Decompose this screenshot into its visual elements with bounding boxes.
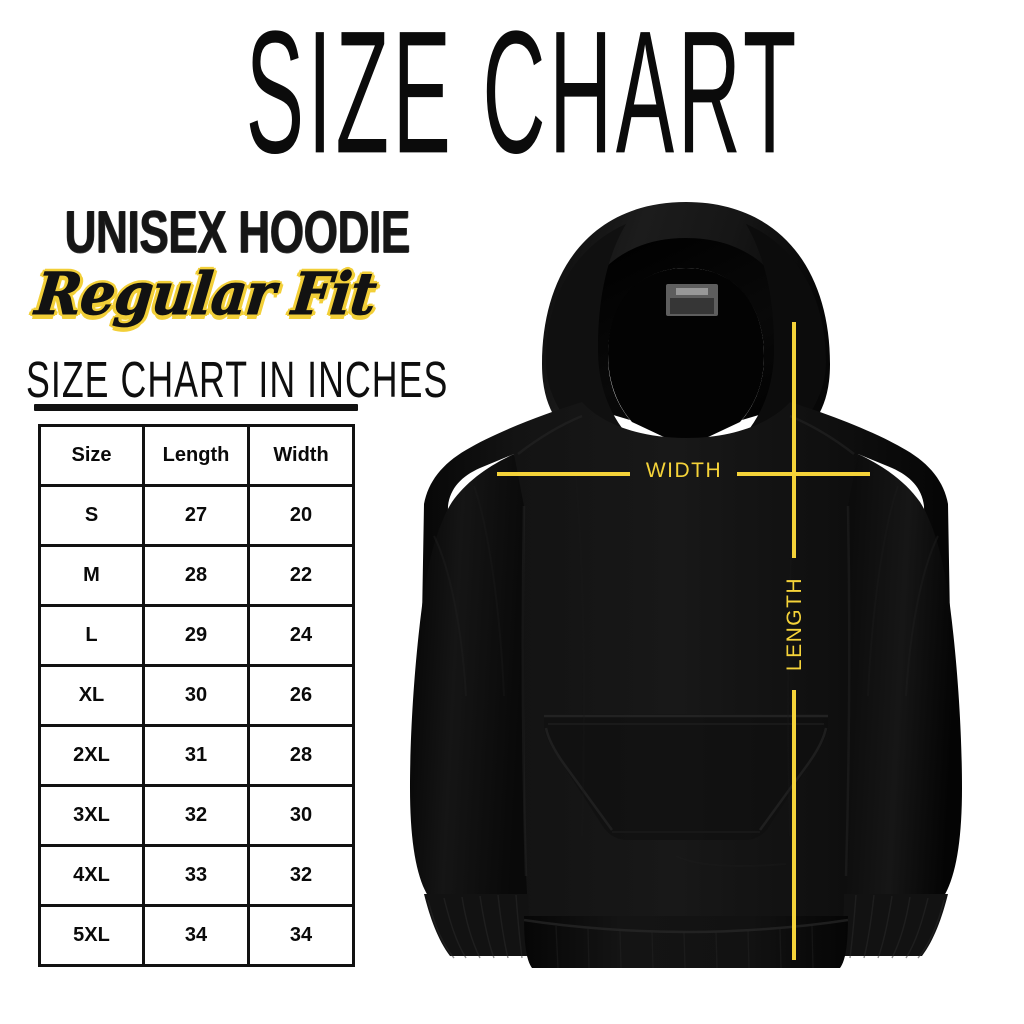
cell-size: S: [38, 484, 145, 547]
right-sleeve: [844, 454, 962, 910]
table-row: 3XL 32 30: [38, 784, 355, 847]
width-measure-label: WIDTH: [645, 459, 723, 482]
cell-length: 32: [142, 784, 250, 847]
hood-front-left: [546, 224, 626, 438]
length-measure-line-bottom: [792, 690, 796, 960]
right-cuff-ribs: [849, 894, 945, 959]
hem-ribs: [555, 925, 814, 969]
table-row: 2XL 31 28: [38, 724, 355, 787]
cell-length: 30: [142, 664, 250, 727]
cell-width: 34: [247, 904, 355, 967]
units-heading: SIZE CHART IN INCHES: [26, 351, 449, 408]
column-header-width: Width: [247, 424, 355, 487]
hoodie-graphic: [410, 202, 962, 969]
cell-length: 27: [142, 484, 250, 547]
size-table: Size Length Width S 27 20 M 28 22 L 29 2…: [38, 424, 355, 967]
cell-width: 22: [247, 544, 355, 607]
length-measure-line-top: [792, 322, 796, 558]
table-row: M 28 22: [38, 544, 355, 607]
cell-size: 2XL: [38, 724, 145, 787]
cell-width: 32: [247, 844, 355, 907]
left-sleeve-fold-2: [473, 485, 505, 697]
cell-length: 28: [142, 544, 250, 607]
left-cuff: [424, 894, 532, 956]
cell-size: 4XL: [38, 844, 145, 907]
cell-width: 28: [247, 724, 355, 787]
cell-width: 20: [247, 484, 355, 547]
column-header-size: Size: [38, 424, 145, 487]
cell-width: 26: [247, 664, 355, 727]
shoulder-seam-left: [517, 414, 583, 455]
width-measure-line-right: [737, 472, 870, 476]
table-row: L 29 24: [38, 604, 355, 667]
product-name: UNISEX HOODIE: [64, 198, 411, 266]
table-header-row: Size Length Width: [38, 424, 355, 487]
neck-label-brand-mark: [676, 288, 708, 295]
neck-label-tag-inner: [670, 298, 714, 314]
right-cuff: [840, 894, 948, 956]
column-header-length: Length: [142, 424, 250, 487]
cell-size: 3XL: [38, 784, 145, 847]
table-row: S 27 20: [38, 484, 355, 547]
left-sleeve-fold-1: [433, 535, 467, 697]
right-sleeve-fold-2: [867, 485, 899, 697]
table-row: 5XL 34 34: [38, 904, 355, 967]
hood-drape: [608, 268, 764, 448]
kangaroo-pocket: [544, 714, 828, 840]
pocket-right-edge: [758, 727, 828, 831]
cell-length: 34: [142, 904, 250, 967]
right-sleeve-fold-1: [905, 535, 939, 697]
cell-size: XL: [38, 664, 145, 727]
hood-outer: [542, 202, 830, 422]
length-measure-label: LENGTH: [783, 576, 806, 672]
cell-width: 30: [247, 784, 355, 847]
pocket-left-edge: [544, 727, 614, 831]
left-sleeve: [410, 454, 528, 910]
table-row: 4XL 33 32: [38, 844, 355, 907]
shoulder-seam-right: [789, 414, 855, 455]
hood-inner-shadow: [574, 238, 798, 420]
product-fit: Regular Fit: [32, 260, 380, 329]
units-heading-underline: [34, 404, 358, 411]
cell-width: 24: [247, 604, 355, 667]
left-cuff-ribs: [427, 894, 523, 959]
cell-length: 31: [142, 724, 250, 787]
right-sleeve-seam: [844, 505, 851, 877]
product-fit-wrapper: Regular Fit: [20, 260, 392, 329]
page-title: SIZE CHART: [245, 0, 800, 190]
cell-size: L: [38, 604, 145, 667]
cell-size: 5XL: [38, 904, 145, 967]
hood-front-right: [746, 224, 826, 438]
width-measure-line-left: [497, 472, 630, 476]
body-fold-3: [675, 855, 787, 867]
hoodie-body: [419, 402, 953, 968]
cell-length: 29: [142, 604, 250, 667]
cell-size: M: [38, 544, 145, 607]
left-sleeve-seam: [521, 505, 528, 877]
bottom-hem: [524, 916, 848, 968]
hem-top-seam: [523, 918, 849, 934]
table-row: XL 30 26: [38, 664, 355, 727]
body-fold-1: [575, 475, 585, 837]
cell-length: 33: [142, 844, 250, 907]
hoodie-illustration: [376, 176, 996, 1000]
